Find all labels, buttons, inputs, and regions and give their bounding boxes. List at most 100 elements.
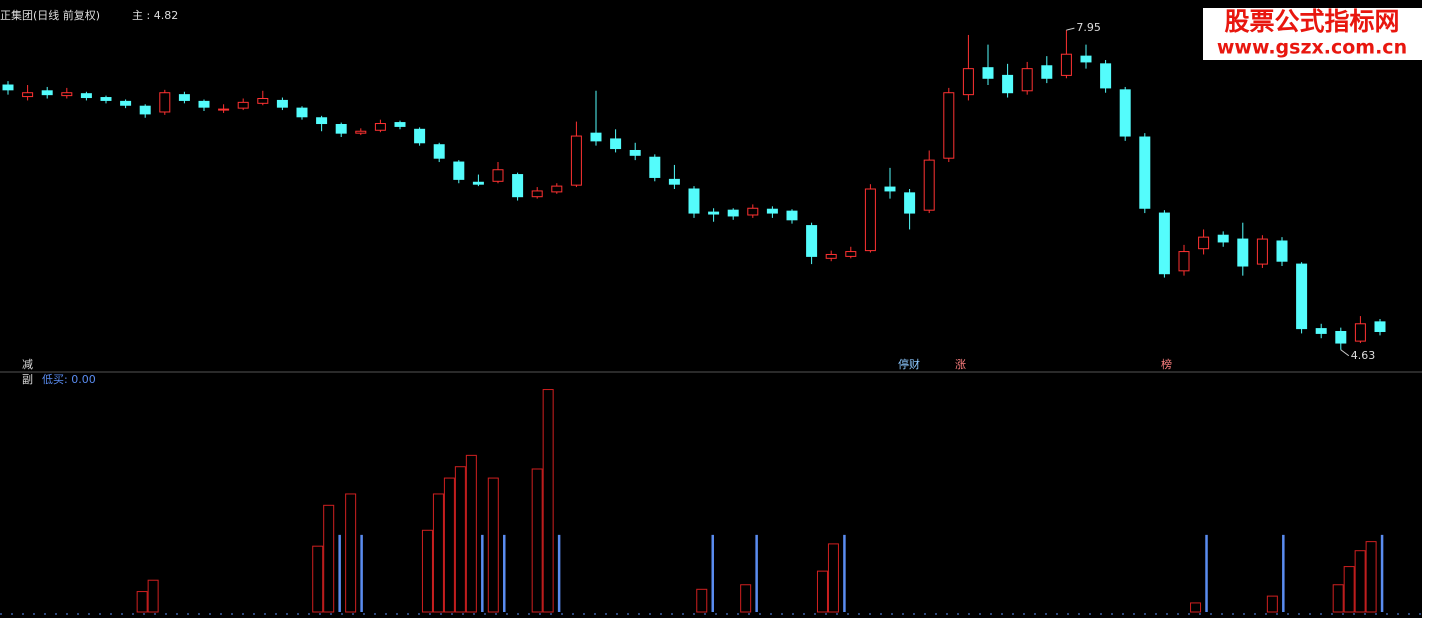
candle-body	[1100, 63, 1112, 89]
bar	[827, 543, 839, 613]
candle-body	[80, 93, 92, 99]
candle-body	[531, 190, 543, 198]
candle-body	[845, 251, 857, 257]
candle-body	[1178, 251, 1190, 272]
candle-body	[766, 208, 778, 214]
candle-body	[1276, 240, 1288, 262]
candle-body	[943, 92, 955, 159]
candle-body	[61, 92, 73, 97]
candle-body	[394, 122, 406, 127]
candle-body	[1374, 321, 1386, 332]
annotation: 4.63	[1351, 349, 1376, 362]
candle-body	[904, 192, 916, 214]
candle-body	[806, 225, 818, 257]
candle-body	[688, 188, 700, 214]
candle-body	[786, 210, 798, 221]
chart-title: 正集团(日线 前复权)	[0, 8, 100, 22]
bar	[345, 493, 357, 613]
bar	[147, 579, 159, 613]
candle-body	[276, 99, 288, 108]
signal-label: 榜	[1161, 357, 1172, 371]
annotation-leader	[1340, 349, 1350, 357]
bar	[816, 570, 828, 613]
candle-body	[139, 105, 151, 115]
signal-label: 涨	[955, 358, 966, 371]
candle-body	[610, 138, 622, 150]
bar	[487, 477, 499, 613]
candle-body	[178, 94, 190, 101]
candle-body	[962, 68, 974, 96]
candle-body	[296, 107, 308, 118]
candle-body	[570, 135, 582, 186]
candle-body	[237, 101, 249, 109]
candle-body	[1198, 236, 1210, 250]
watermark-url: www.gszx.com.cn	[1217, 37, 1407, 59]
watermark-box	[1203, 8, 1422, 60]
candle-body	[864, 188, 876, 252]
candle-body	[1060, 53, 1072, 76]
candle-body	[708, 211, 720, 215]
bar	[1354, 550, 1366, 613]
candle-body	[982, 67, 994, 79]
candle-body	[120, 100, 132, 106]
sub-title: 副	[22, 373, 33, 386]
candle-body	[374, 123, 386, 131]
candle-body	[668, 178, 680, 185]
candle-body	[1217, 234, 1229, 243]
candle-body	[1139, 136, 1151, 209]
signal-label: 停财	[898, 357, 920, 371]
candle-body	[22, 92, 34, 98]
bar	[696, 588, 708, 613]
candle-body	[218, 108, 230, 111]
bar	[465, 454, 477, 613]
candle-body	[884, 186, 896, 192]
bar	[1266, 595, 1278, 613]
candle-body	[1041, 65, 1053, 79]
bar	[1365, 541, 1377, 613]
bar	[454, 466, 466, 613]
candle-body	[472, 181, 484, 185]
candle-body	[1119, 89, 1131, 137]
candle-body	[551, 185, 563, 193]
main-label: 主 : 4.82	[132, 9, 178, 22]
bar	[1343, 566, 1355, 613]
candle-body	[1080, 55, 1092, 63]
signal-label: 减	[22, 358, 33, 371]
candle-body	[1237, 238, 1249, 267]
candle-body	[1354, 323, 1366, 342]
candle-body	[649, 156, 661, 178]
annotation: 7.95	[1076, 21, 1101, 34]
candle-body	[414, 128, 426, 144]
bar	[542, 389, 554, 613]
bar	[531, 468, 543, 613]
candle-body	[1335, 330, 1347, 344]
bar	[740, 584, 752, 613]
candle-body	[747, 207, 759, 216]
bar	[312, 545, 324, 613]
candle-body	[492, 169, 504, 182]
candle-body	[335, 123, 347, 134]
candle-body	[453, 161, 465, 180]
candle-body	[100, 97, 112, 101]
annotation-leader	[1066, 27, 1075, 31]
candle-body	[1002, 74, 1014, 94]
candle-body	[257, 98, 269, 104]
candle-body	[1315, 328, 1327, 334]
candle-body	[629, 149, 641, 156]
indicator-label: 低买: 0.00	[42, 373, 96, 386]
bar	[432, 493, 444, 613]
bar	[421, 529, 433, 613]
candle-body	[41, 90, 53, 96]
bar	[1332, 584, 1344, 613]
watermark-name: 股票公式指标网	[1224, 7, 1399, 36]
candle-body	[1021, 68, 1033, 92]
candle-body	[512, 174, 524, 198]
candle-body	[159, 92, 171, 113]
candle-body	[923, 159, 935, 211]
candle-body	[355, 130, 367, 134]
candle-body	[1296, 263, 1308, 330]
candle-body	[198, 100, 210, 108]
candle-body	[590, 132, 602, 142]
